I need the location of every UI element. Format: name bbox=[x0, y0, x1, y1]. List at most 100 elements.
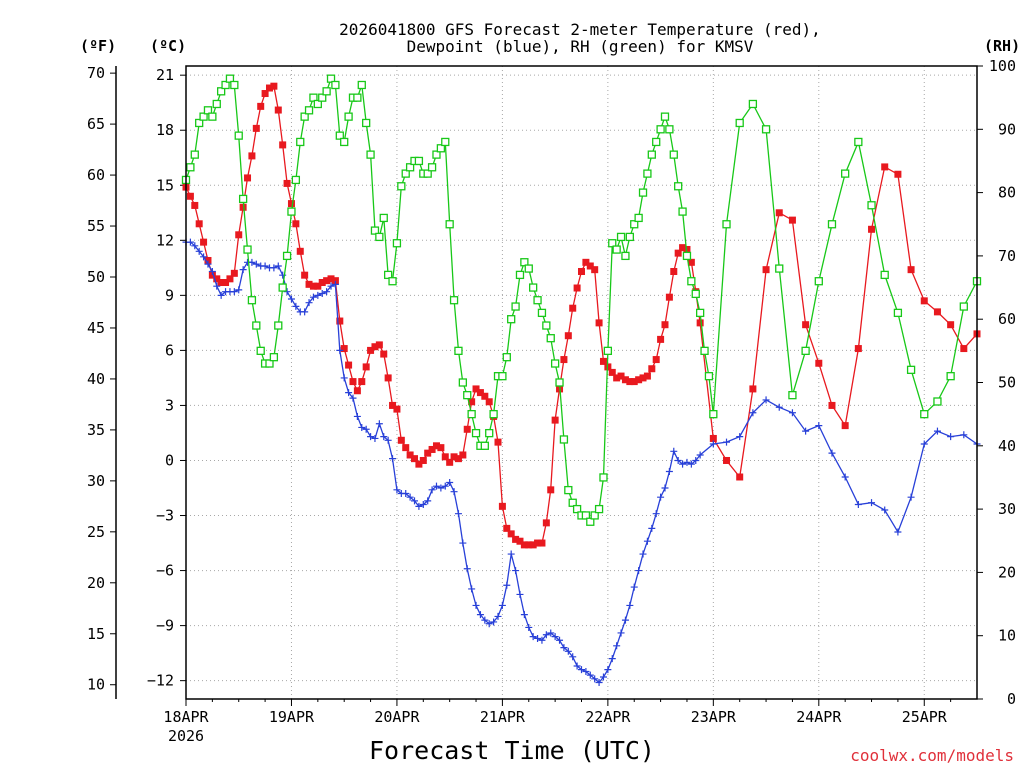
rh-series bbox=[181, 74, 982, 526]
rh-point bbox=[735, 118, 744, 128]
dewpoint-point bbox=[393, 486, 401, 494]
temperature-point bbox=[907, 266, 915, 274]
temperature-point bbox=[674, 249, 682, 257]
rh-point bbox=[594, 504, 604, 514]
rh-tick-label: 90 bbox=[998, 120, 1016, 138]
dewpoint-point bbox=[424, 497, 432, 505]
temperature-point bbox=[476, 389, 484, 397]
rh-point bbox=[621, 251, 630, 261]
temperature-point bbox=[542, 519, 550, 527]
temperature-point bbox=[239, 203, 247, 211]
dewpoint-point bbox=[274, 262, 282, 270]
temperature-point bbox=[670, 267, 678, 275]
temperature-point bbox=[630, 378, 638, 386]
date-tick-label: 23APR bbox=[691, 708, 737, 726]
temperature-point bbox=[828, 401, 836, 409]
rh-point bbox=[515, 270, 525, 280]
celsius-tick-label: 9 bbox=[165, 286, 174, 304]
temperature-point bbox=[503, 524, 511, 532]
temperature-point bbox=[375, 341, 383, 349]
temperature-point bbox=[652, 356, 660, 364]
dewpoint-point bbox=[894, 528, 902, 536]
dewpoint-point bbox=[389, 455, 397, 463]
rh-point bbox=[247, 296, 257, 305]
dewpoint-point bbox=[613, 642, 621, 650]
dewpoint-point bbox=[349, 394, 357, 402]
rh-point bbox=[959, 302, 968, 311]
dewpoint-point bbox=[736, 433, 744, 441]
dewpoint-point bbox=[657, 493, 665, 501]
dewpoint-point bbox=[481, 616, 489, 624]
rh-point bbox=[203, 106, 213, 115]
temperature-point bbox=[314, 282, 322, 290]
dewpoint-point bbox=[569, 653, 577, 661]
date-tick-label: 22APR bbox=[585, 708, 631, 726]
temperature-point bbox=[472, 385, 480, 393]
date-tick-label: 24APR bbox=[796, 708, 842, 726]
temperature-point bbox=[318, 279, 326, 287]
temperature-point bbox=[679, 244, 687, 252]
temperature-line bbox=[185, 85, 978, 546]
dewpoint-point bbox=[815, 422, 823, 430]
temperature-point bbox=[626, 378, 634, 386]
rh-point bbox=[647, 150, 656, 159]
temperature-point bbox=[446, 458, 454, 466]
dewpoint-point bbox=[375, 420, 383, 428]
dewpoint-point bbox=[204, 260, 212, 268]
rh-point bbox=[357, 80, 366, 90]
dewpoint-point bbox=[670, 447, 678, 455]
fahrenheit-tick-label: 15 bbox=[87, 625, 105, 643]
rh-point bbox=[511, 302, 520, 311]
temperature-point bbox=[336, 317, 344, 325]
temperature-point bbox=[573, 284, 581, 292]
rh-point bbox=[616, 232, 626, 242]
dewpoint-point bbox=[450, 488, 458, 496]
x-axis-title: Forecast Time (UTC) bbox=[369, 736, 655, 765]
rh-point bbox=[559, 435, 569, 444]
rh-point bbox=[208, 112, 217, 121]
dewpoint-point bbox=[331, 280, 339, 288]
temperature-point bbox=[854, 345, 862, 353]
temperature-point bbox=[296, 247, 304, 255]
temperature-point bbox=[204, 256, 212, 264]
temperature-point bbox=[696, 319, 704, 327]
temperature-point bbox=[635, 376, 643, 384]
dewpoint-point bbox=[217, 291, 225, 299]
dewpoint-point bbox=[476, 611, 484, 619]
celsius-tick-label: −12 bbox=[147, 672, 174, 690]
dewpoint-point bbox=[573, 662, 581, 670]
rh-point bbox=[638, 188, 648, 197]
temperature-point bbox=[323, 277, 331, 285]
dewpoint-point bbox=[828, 449, 836, 457]
temperature-point bbox=[775, 209, 783, 217]
temperature-point bbox=[960, 345, 968, 353]
rh-point bbox=[691, 289, 700, 299]
rh-point bbox=[542, 321, 551, 330]
temperature-point bbox=[868, 225, 876, 233]
dewpoint-point bbox=[195, 247, 203, 255]
rh-point bbox=[243, 245, 252, 254]
dewpoint-point bbox=[239, 266, 247, 274]
rh-point bbox=[282, 251, 292, 261]
temperature-point bbox=[248, 152, 256, 160]
dewpoint-point bbox=[301, 308, 309, 316]
temperature-point bbox=[599, 357, 607, 365]
dewpoint-point bbox=[340, 374, 348, 382]
temperature-point bbox=[261, 90, 269, 98]
dewpoint-point bbox=[371, 434, 379, 442]
temperature-point bbox=[252, 124, 260, 132]
temperature-point bbox=[687, 258, 695, 266]
dewpoint-point bbox=[415, 502, 423, 510]
rh-point bbox=[630, 220, 639, 229]
dewpoint-point bbox=[213, 282, 221, 290]
celsius-tick-label: −9 bbox=[156, 617, 174, 635]
rh-point bbox=[722, 220, 731, 229]
dewpoint-point bbox=[432, 482, 440, 490]
temperature-point bbox=[402, 444, 410, 452]
date-tick-label: 19APR bbox=[269, 708, 315, 726]
dewpoint-point bbox=[472, 601, 480, 609]
rh-point bbox=[366, 150, 375, 159]
dewpoint-point bbox=[692, 456, 700, 464]
temperature-point bbox=[485, 398, 493, 406]
